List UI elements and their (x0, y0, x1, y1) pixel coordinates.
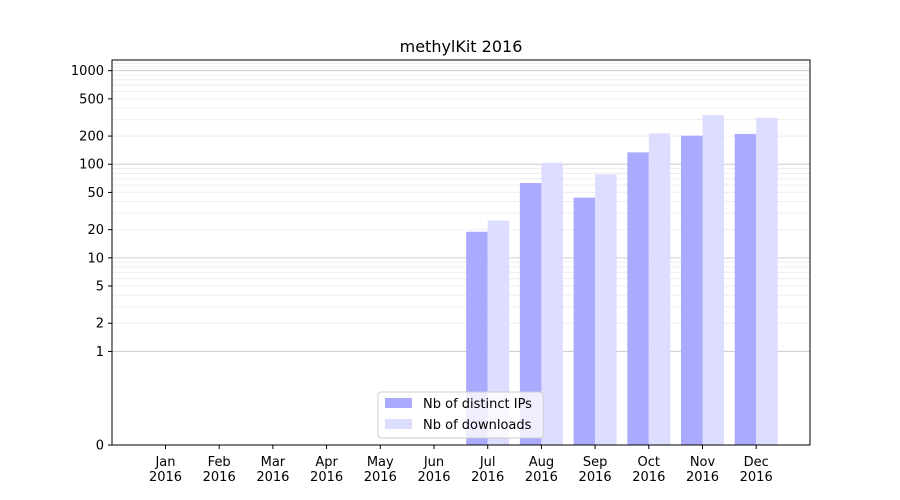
x-tick-label: Sep 2016 (579, 455, 612, 485)
x-tick-label: Nov 2016 (686, 455, 719, 485)
legend-swatch-downloads (385, 419, 412, 429)
y-tick-label: 2 (96, 317, 104, 332)
bar-downloads (487, 220, 510, 445)
bar-downloads (541, 162, 563, 445)
x-tick-label: Mar 2016 (256, 455, 289, 485)
y-axis: 0 1 2 5 10 20 50 100 200 500 1000 (71, 64, 112, 454)
y-tick-label: 10 (87, 251, 104, 266)
legend-label-ips: Nb of distinct IPs (423, 397, 532, 412)
y-tick-label: 5 (96, 280, 104, 295)
chart-title: methylKit 2016 (400, 37, 523, 56)
bar-downloads (756, 117, 778, 445)
x-tick-label: Dec 2016 (740, 455, 773, 485)
x-tick-label: Aug 2016 (525, 455, 558, 485)
legend-swatch-ips (385, 398, 412, 408)
y-tick-label: 0 (96, 439, 104, 454)
y-tick-label: 100 (79, 158, 104, 173)
bar-distinct-ips (519, 183, 542, 446)
legend-label-downloads: Nb of downloads (423, 418, 532, 433)
bar-distinct-ips (681, 135, 703, 445)
bar-distinct-ips (627, 152, 649, 445)
y-tick-label: 200 (79, 130, 104, 145)
bar-downloads (595, 174, 617, 445)
x-tick-label: Apr 2016 (310, 455, 343, 485)
x-tick-label: Jan 2016 (149, 455, 182, 485)
bar-distinct-ips (573, 197, 596, 445)
y-tick-label: 500 (79, 92, 104, 107)
bar-downloads (702, 115, 724, 446)
bar-downloads (648, 133, 671, 445)
legend: Nb of distinct IPs Nb of downloads (377, 391, 544, 439)
bars (466, 115, 778, 446)
x-tick-label: Oct 2016 (632, 455, 665, 485)
x-axis: Jan 2016 Feb 2016 Mar 2016 Apr 2016 May 2016 Jun 20… (149, 445, 773, 485)
x-tick-label: Feb 2016 (203, 455, 236, 485)
legend-box (377, 391, 544, 439)
x-tick-label: Jul 2016 (471, 455, 504, 485)
plot-frame (111, 59, 811, 446)
y-tick-label: 50 (87, 186, 104, 201)
bar-distinct-ips (734, 133, 757, 445)
y-tick-label: 20 (87, 223, 104, 238)
x-tick-label: Jun 2016 (417, 455, 450, 485)
x-tick-label: May 2016 (364, 455, 397, 485)
y-tick-label: 1 (96, 345, 104, 360)
y-tick-label: 1000 (71, 64, 104, 79)
